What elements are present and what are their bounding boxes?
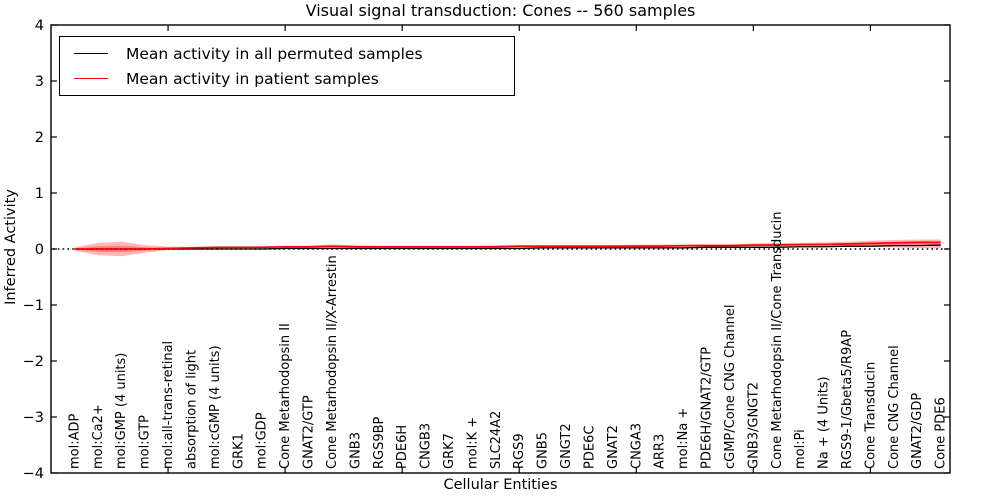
x-tick-label: GRK1	[231, 433, 246, 469]
x-tick-label: Cone Metarhodopsin II	[278, 323, 293, 469]
permuted-line-swatch	[74, 53, 108, 54]
x-tick-label: RGS9	[512, 433, 527, 469]
x-tick-label: GNAT2/GDP	[910, 393, 925, 469]
x-tick-label: RGS9BP	[372, 416, 387, 469]
x-axis-label: Cellular Entities	[443, 477, 558, 493]
x-tick-label: Cone CNG Channel	[887, 345, 902, 469]
x-tick-label: PDE6H	[395, 425, 410, 469]
x-tick-label: GNGT2	[559, 423, 574, 469]
x-tick-label: mol:Pi	[793, 429, 808, 469]
y-tick-label: −4	[23, 466, 44, 482]
x-tick-label: mol:GDP	[255, 412, 270, 469]
legend-label-permuted: Mean activity in all permuted samples	[126, 44, 423, 63]
x-tick-label: Cone Transducin	[863, 362, 878, 469]
x-tick-label: mol:GMP (4 units)	[114, 353, 129, 469]
y-tick-label: 2	[35, 130, 44, 146]
y-tick-label: 4	[35, 18, 44, 34]
x-tick-label: GNB3	[348, 432, 363, 469]
x-tick-label: mol:GTP	[138, 415, 153, 469]
y-tick-label: −3	[23, 410, 44, 426]
permuted-mean-line	[74, 244, 941, 250]
x-tick-label: ARR3	[653, 434, 668, 469]
x-tick-label: SLC24A2	[489, 411, 504, 469]
x-tick-label: PDE6H/GNAT2/GTP	[700, 347, 715, 469]
x-tick-label: GRK7	[442, 433, 457, 469]
patient-mean-line	[74, 241, 941, 250]
y-tick-label: 0	[35, 242, 44, 258]
x-tick-label: CNGA3	[629, 423, 644, 469]
x-tick-label: mol:K +	[465, 417, 480, 469]
x-tick-label: GNB3/GNGT2	[746, 382, 761, 469]
legend-item-permuted: Mean activity in all permuted samples	[60, 45, 514, 63]
x-tick-label: Cone PDE6	[934, 397, 949, 469]
x-tick-label: RGS9-1/Gbeta5/R9AP	[840, 330, 855, 469]
y-tick-label: 1	[35, 186, 44, 202]
x-tick-label: mol:cGMP (4 units)	[208, 345, 223, 469]
x-tick-label: mol:ADP	[67, 413, 82, 469]
y-tick-label: −2	[23, 354, 44, 370]
legend-label-patient: Mean activity in patient samples	[126, 69, 379, 88]
x-tick-label: GNAT2/GTP	[302, 395, 317, 469]
x-tick-label: mol:Ca2+	[91, 404, 106, 469]
x-tick-label: Na + (4 Units)	[817, 376, 832, 469]
x-tick-label: Cone Metarhodopsin II/X-Arrestin	[325, 255, 340, 469]
legend-item-patient: Mean activity in patient samples	[60, 70, 514, 88]
x-tick-label: mol:Na +	[676, 408, 691, 469]
x-tick-label: CNGB3	[419, 423, 434, 469]
x-tick-label: GNAT2	[606, 425, 621, 469]
y-axis-label: Inferred Activity	[3, 189, 19, 305]
x-tick-label: GNB5	[536, 432, 551, 469]
legend: Mean activity in all permuted samples Me…	[59, 36, 515, 96]
chart-title: Visual signal transduction: Cones -- 560…	[305, 1, 696, 20]
y-tick-label: 3	[35, 74, 44, 90]
x-tick-label: mol:all-trans-retinal	[161, 341, 176, 469]
x-tick-label: PDE6C	[582, 426, 597, 469]
x-tick-label: cGMP/Cone CNG Channel	[723, 305, 738, 469]
patient-line-swatch	[74, 78, 108, 79]
y-tick-label: −1	[23, 298, 44, 314]
x-tick-label: absorption of light	[184, 350, 199, 469]
x-tick-label: Cone Metarhodopsin II/Cone Transducin	[770, 212, 785, 469]
